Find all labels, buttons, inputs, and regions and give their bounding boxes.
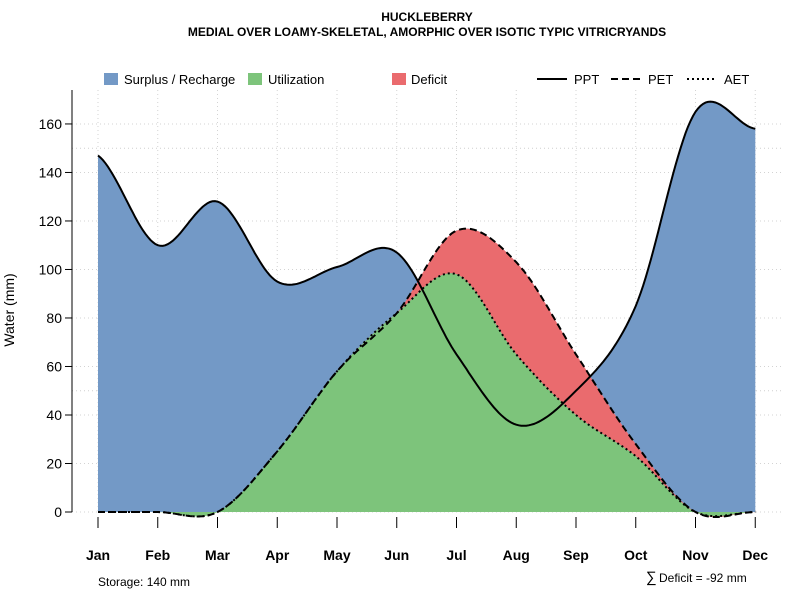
x-tick-label-may: May	[323, 547, 350, 563]
y-tick-label-140: 140	[39, 164, 63, 180]
x-tick-label-apr: Apr	[265, 547, 290, 563]
x-tick-label-feb: Feb	[145, 547, 170, 563]
y-tick-label-120: 120	[39, 213, 63, 229]
legend-label-surplus: Surplus / Recharge	[124, 72, 235, 87]
y-tick-label-20: 20	[46, 455, 62, 471]
x-tick-label-jan: Jan	[86, 547, 110, 563]
legend-label-aet: AET	[724, 72, 749, 87]
y-axis-label: Water (mm)	[1, 273, 17, 346]
chart-subtitle: MEDIAL OVER LOAMY-SKELETAL, AMORPHIC OVE…	[188, 25, 666, 39]
x-tick-label-aug: Aug	[503, 547, 530, 563]
chart-title: HUCKLEBERRY	[381, 10, 473, 24]
storage-label: Storage: 140 mm	[98, 575, 190, 589]
x-tick-label-jun: Jun	[384, 547, 409, 563]
series-line-aet	[98, 272, 756, 518]
y-tick-label-100: 100	[39, 261, 63, 277]
y-tick-label-60: 60	[46, 358, 62, 374]
y-tick-label-160: 160	[39, 116, 63, 132]
deficit-sum-symbol: ∑	[646, 569, 657, 586]
legend-label-ppt: PPT	[574, 72, 599, 87]
x-tick-label-sep: Sep	[563, 547, 589, 563]
legend-label-deficit: Deficit	[411, 72, 448, 87]
legend-label-pet: PET	[648, 72, 673, 87]
series-lines	[97, 100, 756, 518]
x-tick-label-dec: Dec	[742, 547, 768, 563]
x-tick-label-oct: Oct	[624, 547, 648, 563]
areas	[98, 101, 756, 517]
area-utilization	[98, 273, 756, 517]
series-line-pet	[98, 227, 756, 518]
y-tick-label-80: 80	[46, 310, 62, 326]
x-tick-label-jul: Jul	[446, 547, 466, 563]
axes: 0 20 40 60 80 100 120 140 160 Jan Feb Mar Apr May Jun J…	[39, 90, 768, 563]
legend: Surplus / Recharge Utilization Deficit P…	[104, 72, 749, 87]
legend-label-utilization: Utilization	[268, 72, 324, 87]
legend-swatch-utilization	[248, 73, 262, 85]
x-tick-label-mar: Mar	[205, 547, 230, 563]
x-tick-label-nov: Nov	[682, 547, 709, 563]
legend-swatch-deficit	[392, 73, 406, 85]
y-tick-label-40: 40	[46, 407, 62, 423]
legend-swatch-surplus	[104, 73, 118, 85]
y-tick-label-0: 0	[54, 504, 62, 520]
series-line-ppt	[97, 100, 756, 427]
deficit-total-label: Deficit = -92 mm	[659, 571, 747, 585]
